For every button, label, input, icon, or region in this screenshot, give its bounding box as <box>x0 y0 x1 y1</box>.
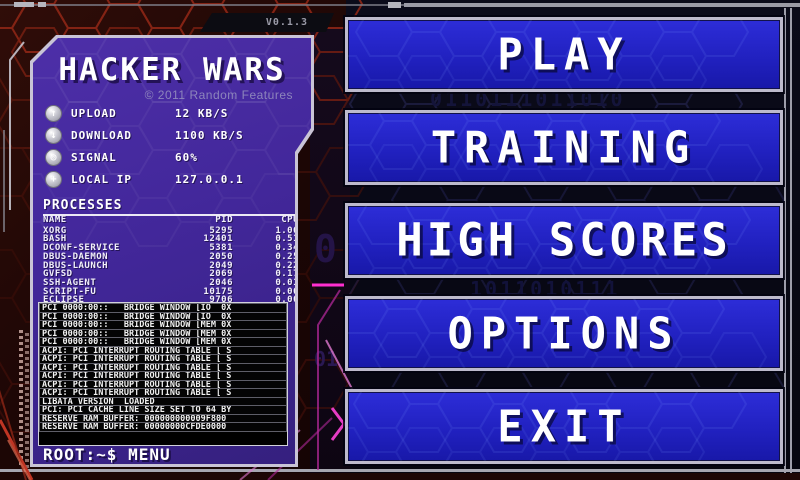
download-arrow-icon: ↓ <box>45 127 62 144</box>
stat-row-local-ip: + LOCAL IP 127.0.0.1 <box>45 172 297 187</box>
column-header: NAME <box>43 215 67 225</box>
options-button[interactable]: OPTIONS <box>345 296 783 371</box>
stat-value: 60% <box>175 151 198 164</box>
plus-icon: + <box>45 171 62 188</box>
training-button[interactable]: TRAINING <box>345 110 783 185</box>
version-badge: V0.1.3 <box>200 13 334 32</box>
info-panel-body: HACKER WARS © 2011 Random Features ↑ UPL… <box>33 38 311 464</box>
exit-button-label: EXIT <box>497 401 631 452</box>
process-row: DBUS-LAUNCH 2049 0.22 <box>43 260 299 271</box>
upload-arrow-icon: ↑ <box>45 105 62 122</box>
play-button[interactable]: PLAY <box>345 17 783 92</box>
exit-button[interactable]: EXIT <box>345 389 783 464</box>
connection-stats: ↑ UPLOAD 12 KB/S ↓ DOWNLOAD 1100 KB/S ◎ … <box>45 106 297 194</box>
info-panel: HACKER WARS © 2011 Random Features ↑ UPL… <box>30 35 314 467</box>
training-button-label: TRAINING <box>430 122 698 173</box>
stat-row-upload: ↑ UPLOAD 12 KB/S <box>45 106 297 121</box>
svg-text:01: 01 <box>314 347 338 371</box>
stat-value: 127.0.0.1 <box>175 173 244 186</box>
process-row: XORG 5295 1.00 <box>43 225 299 236</box>
stat-label: DOWNLOAD <box>71 129 132 142</box>
play-button-label: PLAY <box>497 29 631 80</box>
stat-row-signal: ◎ SIGNAL 60% <box>45 150 297 165</box>
column-header: CPU <box>281 215 299 225</box>
stat-row-download: ↓ DOWNLOAD 1100 KB/S <box>45 128 297 143</box>
column-header: PID <box>215 215 233 225</box>
terminal-line: RESERVE RAM BUFFER: 00000000CFDE0000 <box>39 422 287 432</box>
signal-icon: ◎ <box>45 149 62 166</box>
processes-header-row: NAME PID CPU <box>43 216 299 225</box>
background-gap-column <box>310 28 350 480</box>
high-scores-button[interactable]: HIGH SCORES <box>345 203 783 278</box>
processes-heading: PROCESSES <box>43 198 299 216</box>
game-title: HACKER WARS <box>58 52 286 88</box>
stat-label: LOCAL IP <box>71 173 132 186</box>
copyright-text: © 2011 Random Features <box>144 88 293 102</box>
stat-label: UPLOAD <box>71 107 117 120</box>
boot-log-terminal: PCI 0000:00:: BRIDGE WINDOW [IO 0X PCI 0… <box>38 302 288 446</box>
stat-label: SIGNAL <box>71 151 117 164</box>
high-scores-button-label: HIGH SCORES <box>396 213 732 268</box>
svg-text:0: 0 <box>314 227 337 271</box>
version-label: V0.1.3 <box>265 17 308 28</box>
options-button-label: OPTIONS <box>447 308 681 359</box>
shell-prompt: ROOT:~$ MENU <box>43 445 171 464</box>
processes-table: NAME PID CPU XORG 5295 1.00 BASH 12401 0… <box>43 216 299 305</box>
stat-value: 1100 KB/S <box>175 129 244 142</box>
stat-value: 12 KB/S <box>175 107 229 120</box>
